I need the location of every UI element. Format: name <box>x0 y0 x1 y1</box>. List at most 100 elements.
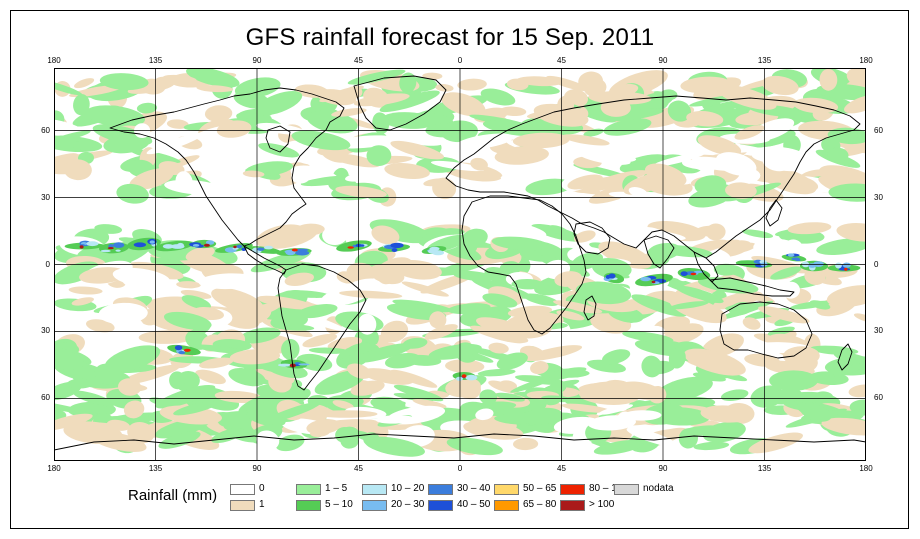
legend-label: 65 – 80 <box>523 499 557 510</box>
lat-tick-left: 0 <box>45 259 50 269</box>
rain-cell <box>393 177 428 192</box>
rain-cell <box>667 100 692 122</box>
rain-cell <box>844 267 848 271</box>
rain-cell <box>512 132 570 149</box>
rain-cell <box>71 297 94 306</box>
legend-swatch <box>362 500 387 511</box>
rain-cell <box>561 134 610 146</box>
rain-cell <box>107 247 114 250</box>
rain-cell <box>742 317 761 330</box>
rain-cell <box>68 286 103 295</box>
lon-tick-top: 180 <box>47 56 61 65</box>
rain-cell <box>163 311 212 330</box>
rain-cell <box>495 220 547 238</box>
rain-cell <box>94 363 120 385</box>
rain-cell <box>149 397 167 405</box>
lon-tick-bottom: 90 <box>658 464 668 473</box>
rain-cell <box>799 403 832 422</box>
rain-cell <box>477 368 516 377</box>
rain-cell <box>705 223 726 241</box>
lat-tick-right: 30 <box>874 326 883 336</box>
rain-cell <box>313 410 378 418</box>
rain-cell <box>298 363 310 366</box>
legend-label: 80 – 100 <box>589 483 628 494</box>
rain-cell <box>138 330 196 344</box>
indonesia-outline <box>709 277 795 297</box>
rain-cell <box>697 135 742 156</box>
rain-cell <box>332 400 354 410</box>
rain-cell <box>335 185 387 198</box>
rain-cell <box>564 142 588 153</box>
rain-cell <box>668 347 686 369</box>
rain-cell <box>337 357 354 365</box>
lon-tick-bottom: 0 <box>457 464 463 473</box>
lat-tick-right: 0 <box>874 259 879 269</box>
rain-cell <box>813 261 824 267</box>
rain-cell <box>246 409 286 427</box>
rain-cell <box>339 290 403 299</box>
rain-cell <box>607 108 664 122</box>
rain-cell <box>626 427 678 447</box>
rain-cell <box>254 90 303 116</box>
rain-cell <box>787 253 795 257</box>
rain-cell <box>725 182 757 199</box>
rain-cell <box>310 428 330 437</box>
rain-cell <box>675 285 724 304</box>
rain-cell <box>203 243 210 247</box>
rain-cell <box>526 108 586 119</box>
figure-frame <box>10 10 909 529</box>
lon-tick-bottom: 45 <box>354 464 363 473</box>
rain-cell <box>176 281 201 289</box>
legend-swatch <box>428 500 453 511</box>
rain-cell <box>827 127 866 145</box>
rain-cell <box>123 400 145 419</box>
rain-cell <box>430 160 485 172</box>
lat-tick-right: 60 <box>874 393 883 403</box>
rain-cell <box>412 399 447 409</box>
rain-cell <box>390 140 445 160</box>
lat-tick-right: 60 <box>874 125 883 135</box>
rain-cell <box>132 232 153 240</box>
rain-cell <box>765 159 806 172</box>
rain-cell <box>445 359 485 374</box>
rain-cell <box>761 75 799 96</box>
rain-cell <box>447 303 491 315</box>
rain-cell <box>106 419 130 431</box>
rain-cell <box>455 376 463 381</box>
legend-swatch <box>230 484 255 495</box>
new-zealand-outline <box>837 343 853 371</box>
rain-cell <box>336 271 357 284</box>
rain-cell <box>100 249 111 253</box>
rain-cell <box>690 272 697 276</box>
rain-cell <box>393 384 444 402</box>
legend-label: 1 – 5 <box>325 483 348 494</box>
lon-tick-bottom: 180 <box>859 464 873 473</box>
rain-cell <box>424 324 458 340</box>
rain-cell <box>848 384 866 398</box>
rain-cell <box>291 168 312 184</box>
rain-cell <box>693 441 730 451</box>
legend-label: nodata <box>643 483 674 494</box>
legend-swatch <box>560 500 585 511</box>
eurasia-outline <box>445 95 861 259</box>
rain-cell <box>73 94 90 116</box>
rain-cell <box>328 153 380 168</box>
rain-cell <box>295 250 310 256</box>
greenland-outline <box>353 75 447 131</box>
rain-cell <box>635 148 653 156</box>
rain-cell <box>363 432 380 447</box>
rain-cell <box>479 389 498 405</box>
rain-cell <box>791 257 800 261</box>
rain-cell <box>819 68 838 91</box>
rain-cell <box>74 78 95 89</box>
lon-tick-top: 135 <box>757 56 772 65</box>
rain-cell <box>116 183 149 204</box>
rain-cell <box>513 437 539 451</box>
rain-cell <box>496 352 528 370</box>
rain-cell <box>432 250 445 256</box>
india-outline <box>643 235 675 269</box>
rain-cell <box>384 162 430 180</box>
rain-cell <box>457 78 487 91</box>
rain-cell <box>256 295 315 310</box>
rain-cell <box>136 102 158 114</box>
